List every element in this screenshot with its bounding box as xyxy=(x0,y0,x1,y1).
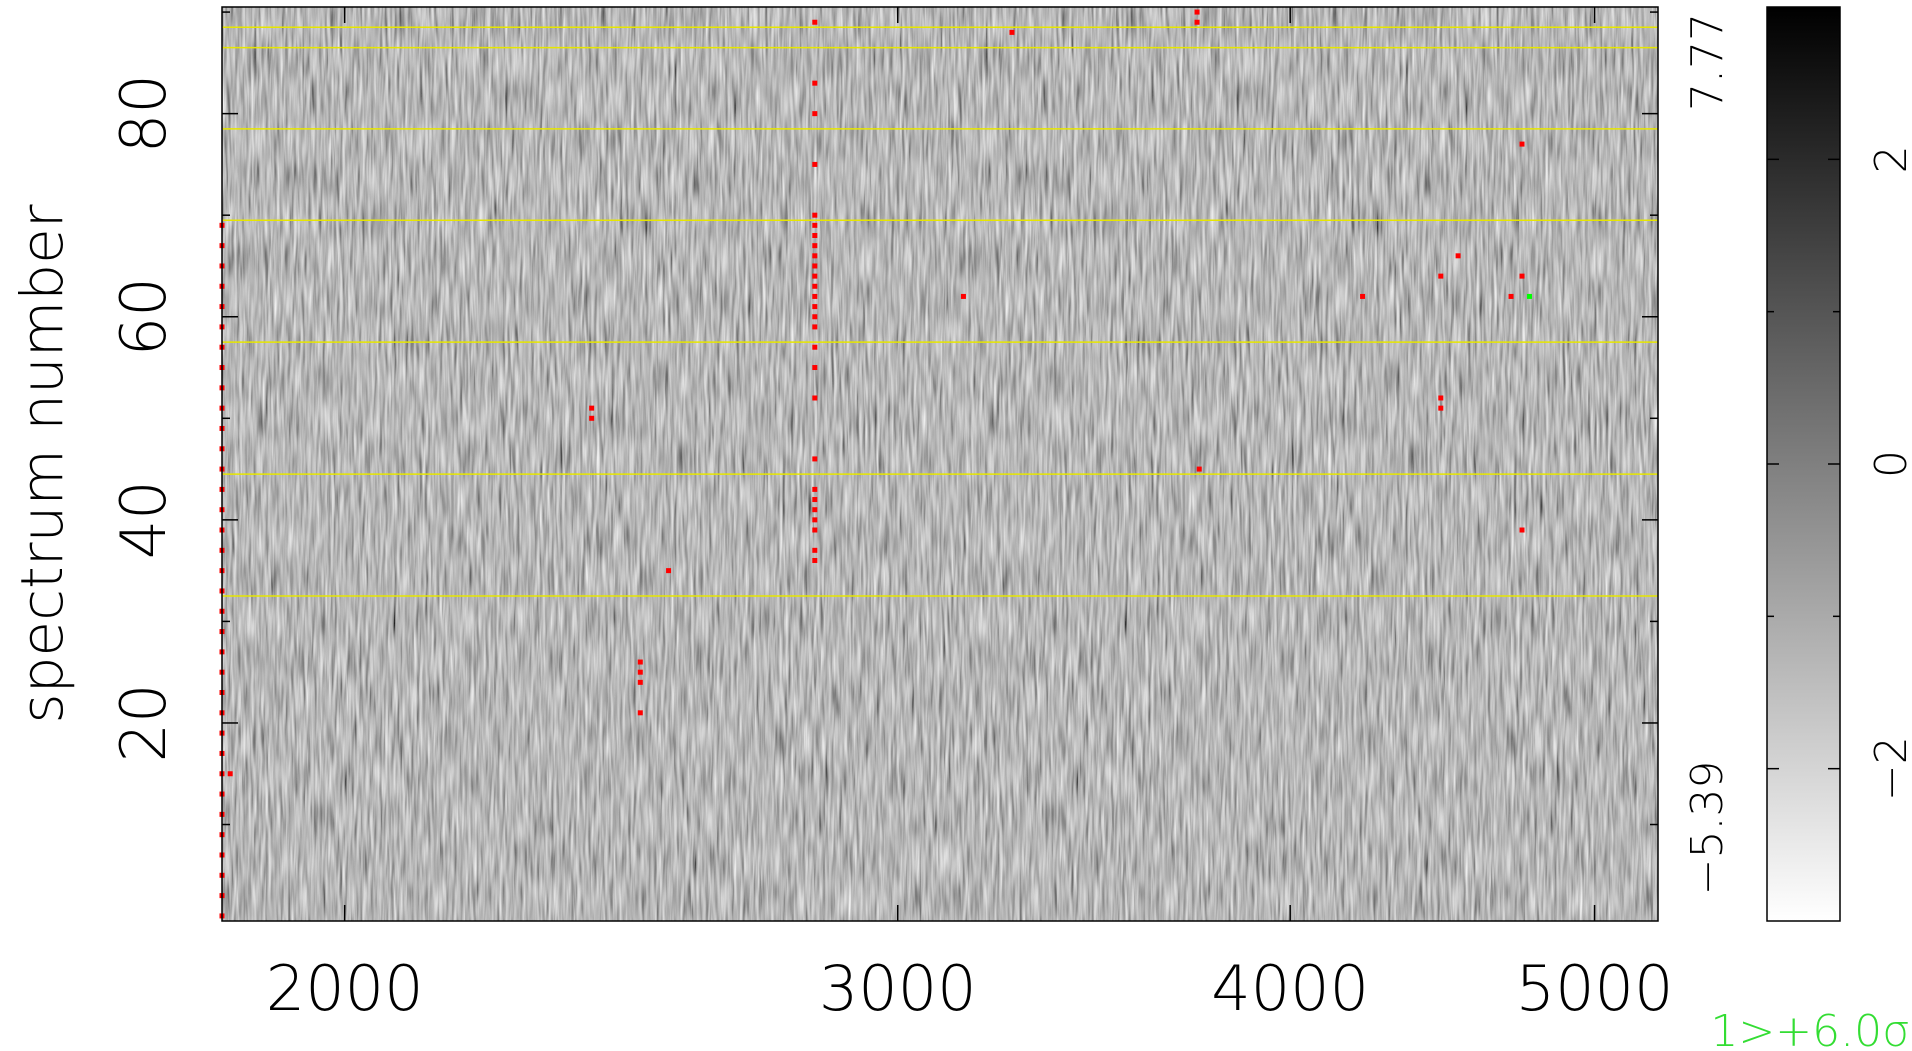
point xyxy=(1438,395,1444,401)
point xyxy=(637,669,643,675)
point xyxy=(1508,293,1514,299)
point xyxy=(812,212,818,218)
point xyxy=(812,80,818,86)
point xyxy=(812,222,818,228)
point xyxy=(1194,9,1200,15)
point xyxy=(812,273,818,279)
point xyxy=(812,324,818,330)
point xyxy=(637,710,643,716)
colorbar-tick-label: 0 xyxy=(1866,450,1912,478)
point xyxy=(812,233,818,238)
point xyxy=(1438,273,1444,279)
point xyxy=(1519,273,1525,279)
point xyxy=(812,365,818,371)
colorbar xyxy=(1766,6,1841,922)
point xyxy=(227,771,233,777)
y-tick-label: 20 xyxy=(107,684,180,763)
point xyxy=(812,456,818,462)
point xyxy=(1196,466,1202,472)
point xyxy=(812,486,818,492)
point xyxy=(1455,253,1461,259)
point xyxy=(1194,19,1200,25)
point xyxy=(812,304,818,310)
colorbar-tick-label: 2 xyxy=(1866,145,1912,173)
x-tick-label: 3000 xyxy=(819,952,977,1025)
point xyxy=(589,415,595,421)
point xyxy=(666,568,672,574)
x-tick-label: 4000 xyxy=(1211,952,1369,1025)
y-axis-label: spectrum number xyxy=(8,204,76,723)
colorbar-tick-label: −2 xyxy=(1866,736,1912,801)
point xyxy=(812,314,818,320)
y-tick-label: 80 xyxy=(107,74,180,153)
x-tick-label: 5000 xyxy=(1516,952,1674,1025)
point xyxy=(812,497,818,503)
point xyxy=(637,659,643,665)
point xyxy=(812,111,818,117)
point xyxy=(812,263,818,269)
point xyxy=(812,395,818,401)
point xyxy=(1526,293,1532,299)
point xyxy=(1519,527,1525,533)
threshold-label: 1>+6.0σ xyxy=(1710,1006,1910,1051)
point xyxy=(812,557,818,563)
point xyxy=(812,19,818,25)
point xyxy=(1438,405,1444,411)
point xyxy=(812,344,818,350)
plot-frame xyxy=(221,6,1659,922)
y-tick-label: 60 xyxy=(107,277,180,356)
point xyxy=(812,253,818,259)
point xyxy=(812,161,818,167)
image-noise xyxy=(222,7,1658,921)
x-tick-label: 2000 xyxy=(266,952,424,1025)
point xyxy=(1009,29,1015,35)
y-tick-label: 40 xyxy=(107,480,180,559)
point xyxy=(960,293,966,299)
point xyxy=(637,679,643,685)
point xyxy=(812,283,818,289)
point xyxy=(812,243,818,249)
point xyxy=(812,293,818,299)
range-min: −5.39 xyxy=(1682,761,1733,896)
point xyxy=(1360,293,1366,299)
point xyxy=(812,547,818,553)
range-max: 7.77 xyxy=(1682,13,1733,111)
point xyxy=(812,507,818,513)
point xyxy=(589,405,595,411)
point xyxy=(812,527,818,533)
point xyxy=(812,517,818,523)
point xyxy=(1519,141,1525,147)
